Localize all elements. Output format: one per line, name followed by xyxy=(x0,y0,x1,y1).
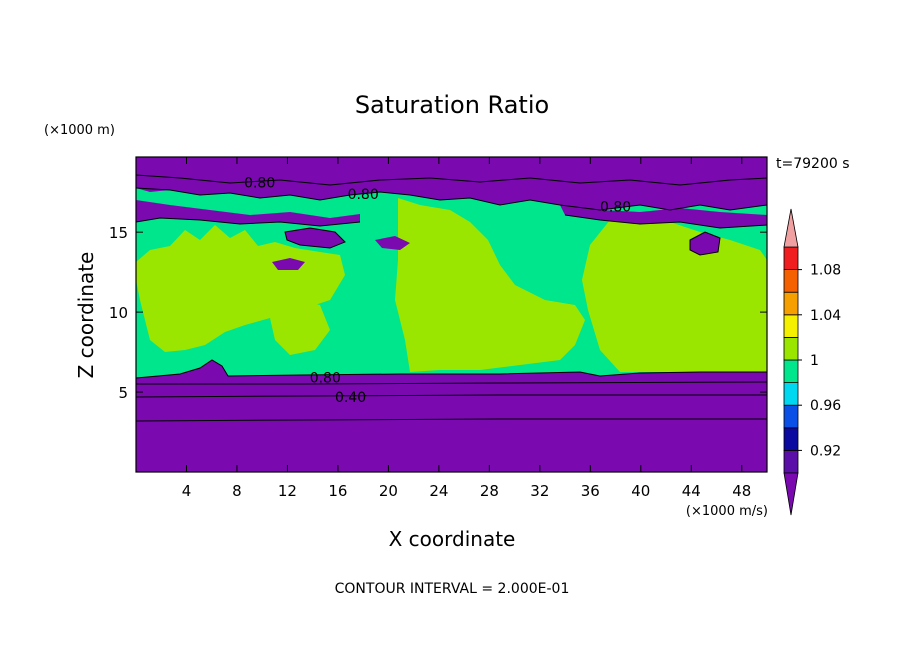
x-tick-label: 20 xyxy=(379,482,398,500)
colorbar-label: 0.92 xyxy=(810,443,841,459)
x-tick-label: 24 xyxy=(429,482,448,500)
region-purple-island-b xyxy=(375,236,410,250)
region-purple-island-d xyxy=(690,232,720,255)
region-green-patch-a xyxy=(270,300,330,355)
colorbar-swatch xyxy=(783,291,799,316)
y-axis-ticks: 5 10 15 xyxy=(109,224,767,402)
contour-line-island-a xyxy=(284,227,346,249)
contour-line-lower-2 xyxy=(136,394,767,398)
x-tick-label: 36 xyxy=(581,482,600,500)
colorbar-swatch xyxy=(783,336,799,361)
contour-line-right-band xyxy=(564,214,767,229)
colorbar-swatch xyxy=(783,404,799,429)
colorbar-swatch xyxy=(783,449,799,474)
contour-line-boundary xyxy=(136,359,767,379)
contour-line-top-2 xyxy=(136,174,767,186)
colorbar-swatch xyxy=(783,382,799,406)
colorbar-swatch xyxy=(783,269,799,293)
region-green-patch-b xyxy=(638,285,705,355)
footer-contour-interval: CONTOUR INTERVAL = 2.000E-01 xyxy=(335,581,570,597)
region-lower-purple xyxy=(136,360,767,472)
x-unit-label: (×1000 m/s) xyxy=(686,504,768,519)
colorbar-swatch xyxy=(783,359,799,384)
colorbar-label: 1.04 xyxy=(810,308,841,324)
x-tick-label: 48 xyxy=(732,482,751,500)
time-label: t=79200 s xyxy=(776,156,850,172)
colorbar: 0.92 0.96 1 1.04 1.08 xyxy=(783,208,841,516)
x-tick-label: 8 xyxy=(232,482,242,500)
contour-label: 0.80 xyxy=(348,187,379,203)
y-tick-label: 10 xyxy=(109,304,128,322)
contour-labels: 0.80 0.80 0.80 0.80 0.40 xyxy=(244,176,631,406)
y-unit-label: (×1000 m) xyxy=(44,123,115,138)
x-axis-ticks: 4 8 12 16 20 24 28 32 36 40 44 48 xyxy=(182,157,751,500)
contour-lines xyxy=(136,174,767,422)
colorbar-under-arrow xyxy=(783,472,799,516)
contour-label: 0.40 xyxy=(335,390,366,406)
colorbar-swatch xyxy=(783,314,799,338)
y-tick-label: 5 xyxy=(118,384,128,402)
chart-title: Saturation Ratio xyxy=(355,91,549,119)
colorbar-label: 1 xyxy=(810,353,819,369)
plot-area xyxy=(136,157,767,472)
contour-line-lower-1 xyxy=(136,381,767,385)
x-tick-label: 28 xyxy=(480,482,499,500)
plot-frame xyxy=(135,156,768,473)
x-tick-label: 4 xyxy=(182,482,192,500)
region-purple-right-band xyxy=(560,205,767,228)
x-tick-label: 32 xyxy=(530,482,549,500)
contour-label: 0.80 xyxy=(310,371,341,387)
colorbar-label: 0.96 xyxy=(810,398,841,414)
x-tick-label: 40 xyxy=(631,482,650,500)
x-tick-label: 16 xyxy=(328,482,347,500)
colorbar-swatch xyxy=(783,246,799,271)
region-upper-green-left xyxy=(136,225,345,352)
contour-label: 0.80 xyxy=(244,176,275,192)
contour-label: 0.80 xyxy=(600,200,631,216)
region-top-purple xyxy=(136,157,767,210)
contour-line-top-1 xyxy=(136,187,767,211)
x-tick-label: 44 xyxy=(682,482,701,500)
contour-line-island-d xyxy=(689,231,721,256)
contour-line-top-3 xyxy=(136,217,361,227)
region-purple-island-c xyxy=(272,258,305,270)
colorbar-over-arrow xyxy=(783,208,799,248)
y-tick-label: 15 xyxy=(109,224,128,242)
region-upper-green-mid xyxy=(395,198,585,372)
region-purple-island-a xyxy=(285,228,345,248)
x-axis-label: X coordinate xyxy=(389,527,516,551)
y-axis-label: Z coordinate xyxy=(74,252,98,379)
colorbar-swatch xyxy=(783,427,799,451)
contour-line-lower-3 xyxy=(136,418,767,422)
colorbar-label: 1.08 xyxy=(810,263,841,279)
x-tick-label: 12 xyxy=(278,482,297,500)
